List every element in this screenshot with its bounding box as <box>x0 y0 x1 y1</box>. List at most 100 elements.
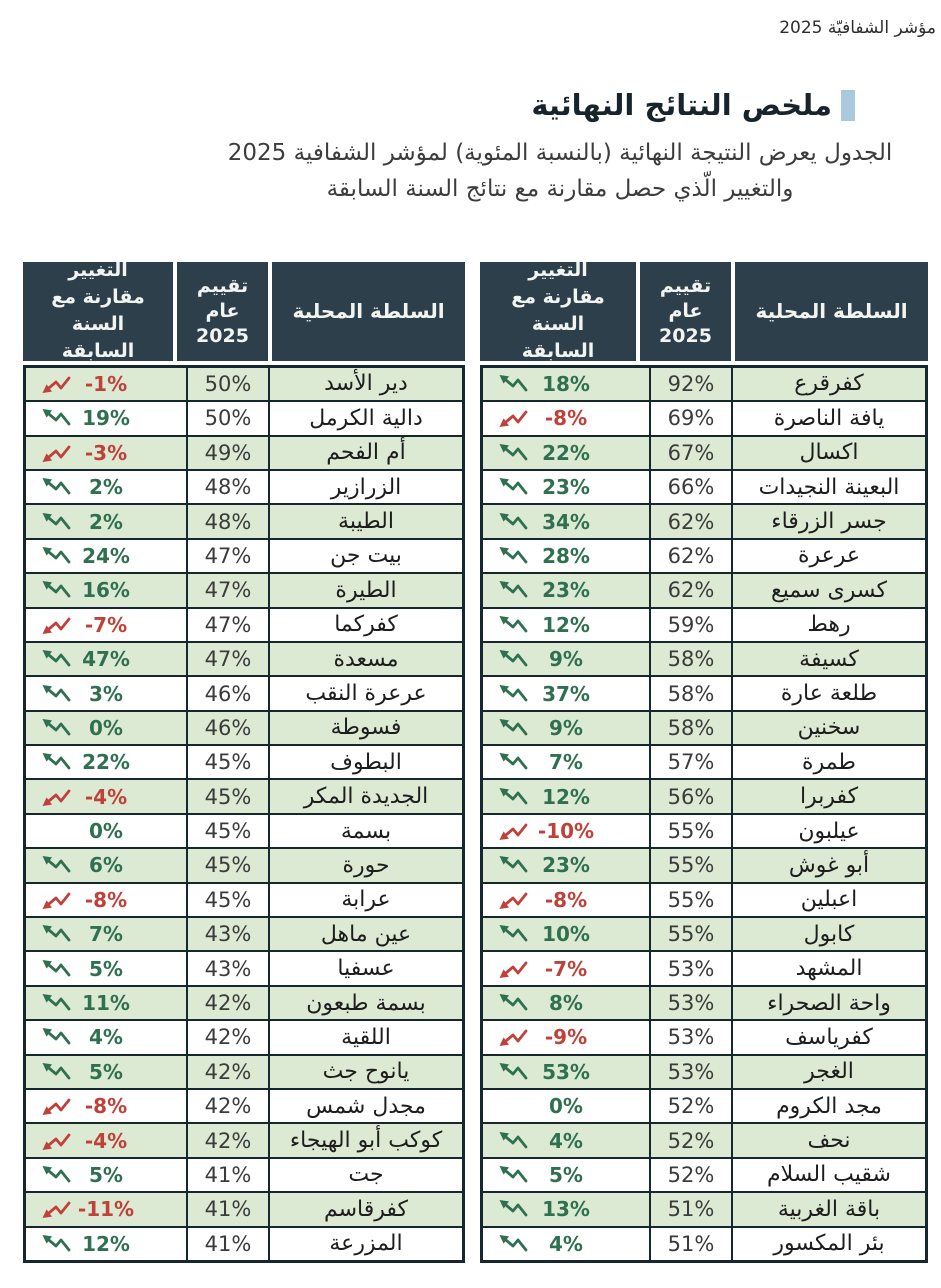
authority-name: الجديدة المكر <box>268 780 462 813</box>
change-vs-previous-year: 23% <box>483 849 649 881</box>
score-2025-value: 42% <box>186 1021 268 1054</box>
trend-up-icon <box>496 1234 528 1254</box>
score-2025-value: 55% <box>649 918 731 951</box>
table-row: اعبلين 55% -8% <box>483 883 925 919</box>
table-row: كفركما 47% -7% <box>26 608 462 643</box>
trend-up-icon <box>496 1062 528 1082</box>
change-vs-previous-year: 7% <box>483 746 649 778</box>
table-row: الطيبة 48% 2% <box>26 505 462 540</box>
column-header-authority: السلطة المحلية <box>272 261 465 361</box>
change-vs-previous-year: -4% <box>26 1124 186 1156</box>
table-row: جسر الزرقاء 62% 34% <box>483 505 925 540</box>
score-2025-value: 51% <box>649 1227 731 1260</box>
change-vs-previous-year: -4% <box>26 780 186 812</box>
authority-name: الطيبة <box>268 505 462 538</box>
table-row: أبو غوش 55% 23% <box>483 849 925 884</box>
table-row: طلعة عارة 58% 37% <box>483 677 925 712</box>
trend-up-icon <box>39 512 71 532</box>
change-vs-previous-year: 53% <box>483 1056 649 1088</box>
trend-up-icon <box>39 993 71 1013</box>
authority-name: فسوطة <box>268 711 462 745</box>
change-vs-previous-year: 0% <box>26 712 186 744</box>
table-row: المشهد 53% -7% <box>483 952 925 987</box>
table-row: بيت جن 47% 24% <box>26 539 462 575</box>
authority-name: أم الفحم <box>268 436 462 469</box>
change-vs-previous-year: -10% <box>483 815 649 847</box>
table-row: شقيب السلام 52% 5% <box>483 1158 925 1194</box>
authority-name: كفرقاسم <box>268 1193 462 1226</box>
authority-name: يافة الناصرة <box>731 402 925 435</box>
score-2025-value: 53% <box>649 952 731 985</box>
change-vs-previous-year: 4% <box>483 1124 649 1156</box>
table-row: يافة الناصرة 69% -8% <box>483 402 925 437</box>
table-row: المزرعة 41% 12% <box>26 1227 462 1260</box>
score-2025-value: 42% <box>186 1090 268 1123</box>
trend-down-icon <box>39 374 71 394</box>
authority-name: كوكب أبو الهيجاء <box>268 1124 462 1157</box>
page-subtitle: الجدول يعرض النتيجة النهائية (بالنسبة ال… <box>179 135 941 207</box>
trend-up-icon <box>496 580 528 600</box>
authority-name: المزرعة <box>268 1227 462 1260</box>
trend-up-icon <box>496 993 528 1013</box>
change-vs-previous-year: 7% <box>26 918 186 950</box>
score-2025-value: 45% <box>186 780 268 813</box>
change-vs-previous-year: -8% <box>26 1090 186 1122</box>
score-2025-value: 53% <box>649 986 731 1020</box>
authority-name: بسمة <box>268 814 462 848</box>
trend-up-icon <box>39 718 71 738</box>
table-row: عرابة 45% -8% <box>26 883 462 919</box>
section-title-row: ملخص النتائج النهائية <box>0 88 855 123</box>
change-vs-previous-year: 0% <box>89 819 123 844</box>
change-vs-previous-year: -11% <box>26 1193 186 1225</box>
change-vs-previous-year: 47% <box>26 643 186 675</box>
results-tables: السلطة المحلية تقييم عام 2025 التغيير مق… <box>23 259 928 1263</box>
trend-down-icon <box>39 1096 71 1116</box>
score-2025-value: 58% <box>649 711 731 745</box>
authority-name: شقيب السلام <box>731 1158 925 1192</box>
score-2025-value: 45% <box>186 814 268 848</box>
authority-name: عرعرة <box>731 539 925 573</box>
authority-name: أبو غوش <box>731 849 925 882</box>
table-row: يانوح جث 42% 5% <box>26 1055 462 1090</box>
score-2025-value: 55% <box>649 849 731 882</box>
score-2025-value: 45% <box>186 746 268 779</box>
subtitle-line-2: والتغيير الّذي حصل مقارنة مع نتائج السنة… <box>326 175 794 202</box>
change-vs-previous-year: 16% <box>26 574 186 606</box>
authority-name: باقة الغربية <box>731 1193 925 1226</box>
authority-name: اعبلين <box>731 883 925 917</box>
trend-up-icon <box>39 408 71 428</box>
score-2025-value: 53% <box>649 1021 731 1054</box>
score-2025-value: 45% <box>186 849 268 882</box>
score-2025-value: 50% <box>186 367 268 401</box>
change-vs-previous-year: -1% <box>26 368 186 400</box>
score-2025-value: 48% <box>186 470 268 504</box>
change-vs-previous-year: 2% <box>26 471 186 503</box>
trend-up-icon <box>496 546 528 566</box>
table-header-row: السلطة المحلية تقييم عام 2025 التغيير مق… <box>480 259 928 362</box>
change-vs-previous-year: 5% <box>483 1159 649 1191</box>
authority-name: مجد الكروم <box>731 1090 925 1123</box>
authority-name: بئر المكسور <box>731 1227 925 1260</box>
score-2025-value: 42% <box>186 1055 268 1088</box>
change-vs-previous-year: 9% <box>483 712 649 744</box>
authority-name: بسمة طبعون <box>268 986 462 1020</box>
authority-name: اللقية <box>268 1021 462 1054</box>
table-row: عين ماهل 43% 7% <box>26 918 462 953</box>
trend-up-icon <box>39 649 71 669</box>
trend-down-icon <box>496 959 528 979</box>
trend-down-icon <box>39 615 71 635</box>
score-2025-value: 53% <box>649 1055 731 1088</box>
table-row: باقة الغربية 51% 13% <box>483 1193 925 1228</box>
change-vs-previous-year: 28% <box>483 540 649 572</box>
table-body: كفرقرع 92% 18% يافة الناصرة 69% -8% اكسال 67% 22… <box>480 364 928 1263</box>
score-2025-value: 55% <box>649 883 731 917</box>
authority-name: كابول <box>731 918 925 951</box>
change-vs-previous-year: 2% <box>26 505 186 537</box>
authority-name: الطيرة <box>268 574 462 607</box>
score-2025-value: 92% <box>649 367 731 401</box>
table-row: مجدل شمس 42% -8% <box>26 1090 462 1125</box>
trend-up-icon <box>39 1027 71 1047</box>
change-vs-previous-year: -9% <box>483 1021 649 1053</box>
table-row: الطيرة 47% 16% <box>26 574 462 609</box>
